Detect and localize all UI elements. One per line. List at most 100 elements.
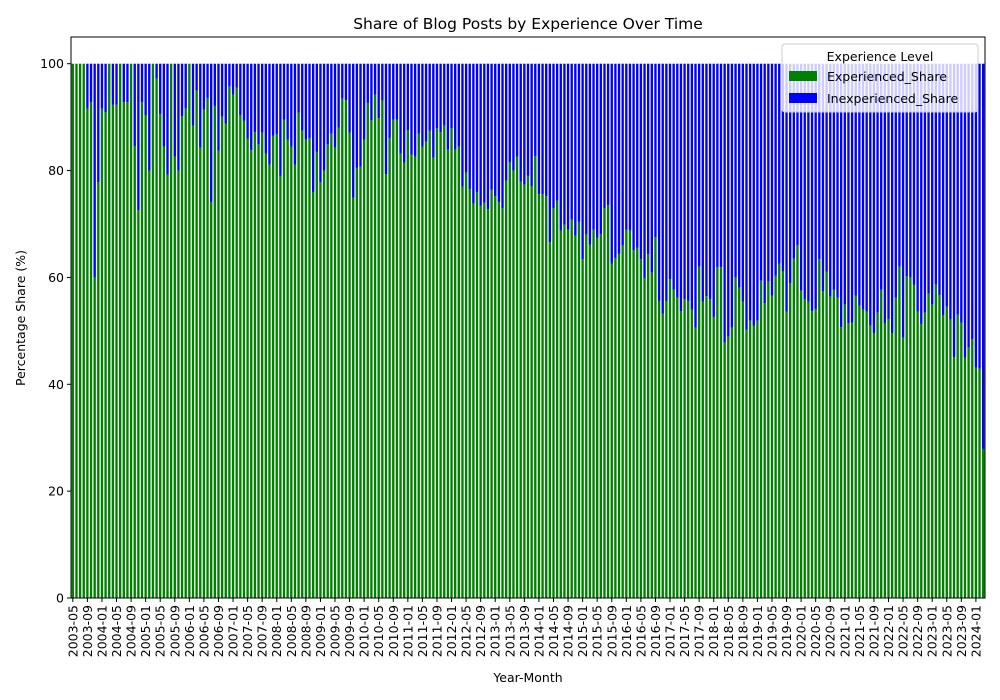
bar-inexperienced <box>526 63 530 176</box>
bar-inexperienced <box>767 63 770 282</box>
x-tick-label: 2003-09 <box>80 605 95 657</box>
bar-inexperienced <box>821 63 825 292</box>
bar-experienced <box>665 300 668 598</box>
legend-label-inexperienced: Inexperienced_Share <box>827 91 958 106</box>
bar-experienced <box>763 303 766 598</box>
bar-inexperienced <box>981 63 985 449</box>
y-tick-label: 40 <box>48 377 64 392</box>
bar-inexperienced <box>960 63 963 323</box>
bar-experienced <box>435 128 439 598</box>
bar-experienced <box>690 309 694 598</box>
bar-experienced <box>271 135 275 599</box>
bar-experienced <box>494 196 497 598</box>
bar-inexperienced <box>479 63 482 206</box>
bar-inexperienced <box>978 63 981 369</box>
bar-experienced <box>144 115 147 599</box>
bar-experienced <box>169 63 173 598</box>
bar-inexperienced <box>89 63 93 103</box>
bar-inexperienced <box>93 63 96 278</box>
x-tick-label: 2020-01 <box>794 605 809 657</box>
bar-inexperienced <box>279 63 282 176</box>
bar-inexperienced <box>501 63 504 208</box>
bar-experienced <box>909 277 912 598</box>
bar-experienced <box>352 197 355 598</box>
bar-experienced <box>89 102 93 598</box>
bar-experienced <box>108 63 111 598</box>
bar-experienced <box>668 279 672 598</box>
bar-inexperienced <box>148 63 151 171</box>
bar-inexperienced <box>359 63 362 167</box>
bar-inexperienced <box>956 63 959 315</box>
bar-inexperienced <box>887 63 890 320</box>
x-tick-label: 2016-09 <box>648 605 663 657</box>
bar-inexperienced <box>974 63 978 368</box>
bar-inexperienced <box>931 63 934 305</box>
bar-experienced <box>239 115 242 599</box>
x-tick-label: 2014-01 <box>531 605 546 657</box>
bar-experienced <box>523 184 526 598</box>
x-tick-label: 2012-05 <box>459 605 474 657</box>
bar-inexperienced <box>723 63 726 343</box>
bar-experienced <box>93 277 96 598</box>
bar-experienced <box>359 166 362 598</box>
bar-experienced <box>770 295 774 598</box>
bar-experienced <box>260 132 264 598</box>
bar-inexperienced <box>410 63 413 155</box>
bar-experienced <box>639 259 643 598</box>
bar-inexperienced <box>344 63 348 101</box>
bar-inexperienced <box>399 63 402 154</box>
bar-experienced <box>322 170 326 599</box>
bar-experienced <box>672 289 675 598</box>
bar-inexperienced <box>290 63 293 147</box>
bar-inexperienced <box>293 63 297 165</box>
y-tick-label: 100 <box>40 56 64 71</box>
bar-experienced <box>457 146 460 598</box>
bar-experienced <box>934 284 938 598</box>
bar-inexperienced <box>381 63 384 101</box>
bar-experienced <box>129 63 133 598</box>
bar-inexperienced <box>475 63 479 192</box>
bar-inexperienced <box>177 63 180 171</box>
bar-inexperienced <box>606 63 610 206</box>
bar-inexperienced <box>523 63 526 185</box>
bar-inexperienced <box>231 63 235 95</box>
bar-experienced <box>220 116 224 598</box>
x-axis-label: Year-Month <box>492 670 562 685</box>
bar-experienced <box>723 342 726 598</box>
bar-experienced <box>268 164 271 599</box>
bar-experienced <box>810 311 814 598</box>
bar-experienced <box>792 258 796 598</box>
bar-inexperienced <box>504 63 508 181</box>
bar-experienced <box>836 297 839 598</box>
bar-inexperienced <box>224 63 227 124</box>
legend-frame <box>781 43 979 113</box>
bar-experienced <box>861 309 865 598</box>
bar-experienced <box>213 105 217 599</box>
bar-experienced <box>282 119 286 599</box>
bar-experienced <box>727 336 730 598</box>
bars-group <box>71 63 985 599</box>
x-tick-label: 2013-05 <box>502 605 517 657</box>
bar-experienced <box>159 113 162 599</box>
bar-inexperienced <box>759 63 763 281</box>
bar-experienced <box>603 207 606 598</box>
bar-inexperienced <box>508 63 511 163</box>
bar-inexperienced <box>963 63 967 358</box>
bar-inexperienced <box>883 63 887 324</box>
bar-inexperienced <box>86 63 89 109</box>
bar-inexperienced <box>140 63 144 103</box>
bar-experienced <box>133 145 136 598</box>
bar-inexperienced <box>792 63 796 259</box>
bar-experienced <box>636 247 639 598</box>
x-tick-label: 2015-09 <box>604 605 619 657</box>
x-tick-label: 2015-01 <box>575 605 590 657</box>
bar-inexperienced <box>217 63 220 151</box>
x-tick-label: 2023-05 <box>939 605 954 657</box>
bar-experienced <box>767 281 770 598</box>
bar-inexperienced <box>195 63 198 91</box>
bar-experienced <box>552 207 555 598</box>
x-tick-label: 2019-01 <box>750 605 765 657</box>
bar-inexperienced <box>264 63 268 154</box>
bar-experienced <box>967 347 970 598</box>
